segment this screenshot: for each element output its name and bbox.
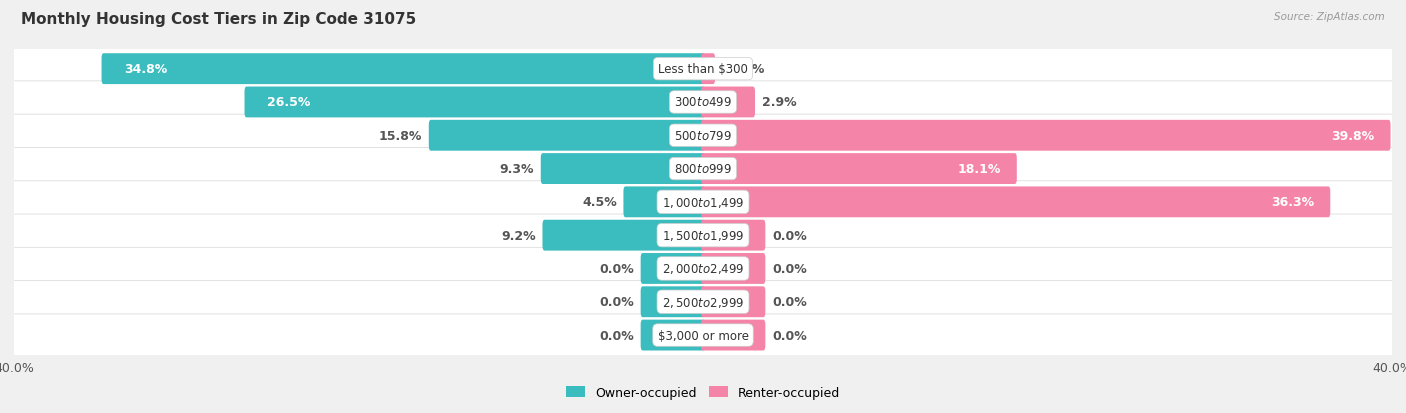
Text: 0.58%: 0.58% bbox=[721, 63, 765, 76]
Text: 36.3%: 36.3% bbox=[1271, 196, 1315, 209]
FancyBboxPatch shape bbox=[543, 220, 704, 251]
Text: $300 to $499: $300 to $499 bbox=[673, 96, 733, 109]
FancyBboxPatch shape bbox=[541, 154, 704, 185]
Text: 18.1%: 18.1% bbox=[957, 163, 1001, 176]
Text: 34.8%: 34.8% bbox=[124, 63, 167, 76]
FancyBboxPatch shape bbox=[3, 181, 1403, 223]
Legend: Owner-occupied, Renter-occupied: Owner-occupied, Renter-occupied bbox=[561, 381, 845, 404]
Text: 0.0%: 0.0% bbox=[772, 262, 807, 275]
FancyBboxPatch shape bbox=[429, 121, 704, 151]
Text: Source: ZipAtlas.com: Source: ZipAtlas.com bbox=[1274, 12, 1385, 22]
FancyBboxPatch shape bbox=[3, 314, 1403, 356]
FancyBboxPatch shape bbox=[641, 287, 704, 318]
Text: 0.0%: 0.0% bbox=[599, 262, 634, 275]
Text: 0.0%: 0.0% bbox=[599, 329, 634, 342]
FancyBboxPatch shape bbox=[702, 220, 765, 251]
FancyBboxPatch shape bbox=[702, 121, 1391, 151]
Text: 26.5%: 26.5% bbox=[267, 96, 311, 109]
Text: 0.0%: 0.0% bbox=[772, 329, 807, 342]
Text: 9.3%: 9.3% bbox=[499, 163, 534, 176]
Text: Less than $300: Less than $300 bbox=[658, 63, 748, 76]
Text: 0.0%: 0.0% bbox=[599, 296, 634, 309]
FancyBboxPatch shape bbox=[702, 287, 765, 318]
FancyBboxPatch shape bbox=[702, 87, 755, 118]
Text: 9.2%: 9.2% bbox=[502, 229, 536, 242]
FancyBboxPatch shape bbox=[702, 187, 1330, 218]
Text: $3,000 or more: $3,000 or more bbox=[658, 329, 748, 342]
FancyBboxPatch shape bbox=[3, 48, 1403, 90]
Text: $2,000 to $2,499: $2,000 to $2,499 bbox=[662, 262, 744, 276]
FancyBboxPatch shape bbox=[3, 148, 1403, 190]
FancyBboxPatch shape bbox=[702, 154, 1017, 185]
Text: $1,500 to $1,999: $1,500 to $1,999 bbox=[662, 229, 744, 242]
Text: 39.8%: 39.8% bbox=[1331, 129, 1375, 142]
Text: Monthly Housing Cost Tiers in Zip Code 31075: Monthly Housing Cost Tiers in Zip Code 3… bbox=[21, 12, 416, 27]
FancyBboxPatch shape bbox=[702, 54, 716, 85]
Text: $800 to $999: $800 to $999 bbox=[673, 163, 733, 176]
FancyBboxPatch shape bbox=[3, 281, 1403, 323]
Text: 0.0%: 0.0% bbox=[772, 296, 807, 309]
Text: 4.5%: 4.5% bbox=[582, 196, 617, 209]
FancyBboxPatch shape bbox=[3, 82, 1403, 124]
Text: $2,500 to $2,999: $2,500 to $2,999 bbox=[662, 295, 744, 309]
Text: 0.0%: 0.0% bbox=[772, 229, 807, 242]
Text: $500 to $799: $500 to $799 bbox=[673, 129, 733, 142]
Text: $1,000 to $1,499: $1,000 to $1,499 bbox=[662, 195, 744, 209]
FancyBboxPatch shape bbox=[641, 254, 704, 284]
Text: 2.9%: 2.9% bbox=[762, 96, 796, 109]
FancyBboxPatch shape bbox=[3, 248, 1403, 290]
FancyBboxPatch shape bbox=[245, 87, 704, 118]
FancyBboxPatch shape bbox=[3, 115, 1403, 157]
FancyBboxPatch shape bbox=[702, 254, 765, 284]
FancyBboxPatch shape bbox=[101, 54, 704, 85]
FancyBboxPatch shape bbox=[641, 320, 704, 351]
FancyBboxPatch shape bbox=[623, 187, 704, 218]
Text: 15.8%: 15.8% bbox=[378, 129, 422, 142]
FancyBboxPatch shape bbox=[3, 214, 1403, 256]
FancyBboxPatch shape bbox=[702, 320, 765, 351]
